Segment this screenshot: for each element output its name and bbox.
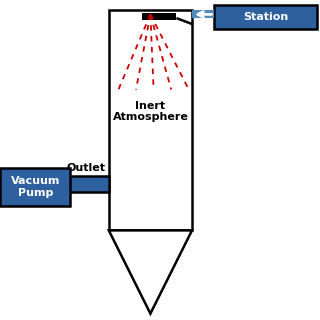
Text: Outlet: Outlet	[67, 163, 106, 173]
Polygon shape	[109, 230, 192, 314]
Text: Inert
Atmosphere: Inert Atmosphere	[112, 101, 188, 122]
Bar	[0, 168, 70, 206]
Bar	[142, 13, 176, 20]
Bar	[32, 176, 109, 192]
Text: Vacuum
Pump: Vacuum Pump	[11, 176, 60, 198]
Bar	[214, 5, 317, 29]
Text: Station: Station	[243, 12, 288, 22]
Bar	[192, 11, 214, 19]
Bar	[109, 10, 192, 230]
